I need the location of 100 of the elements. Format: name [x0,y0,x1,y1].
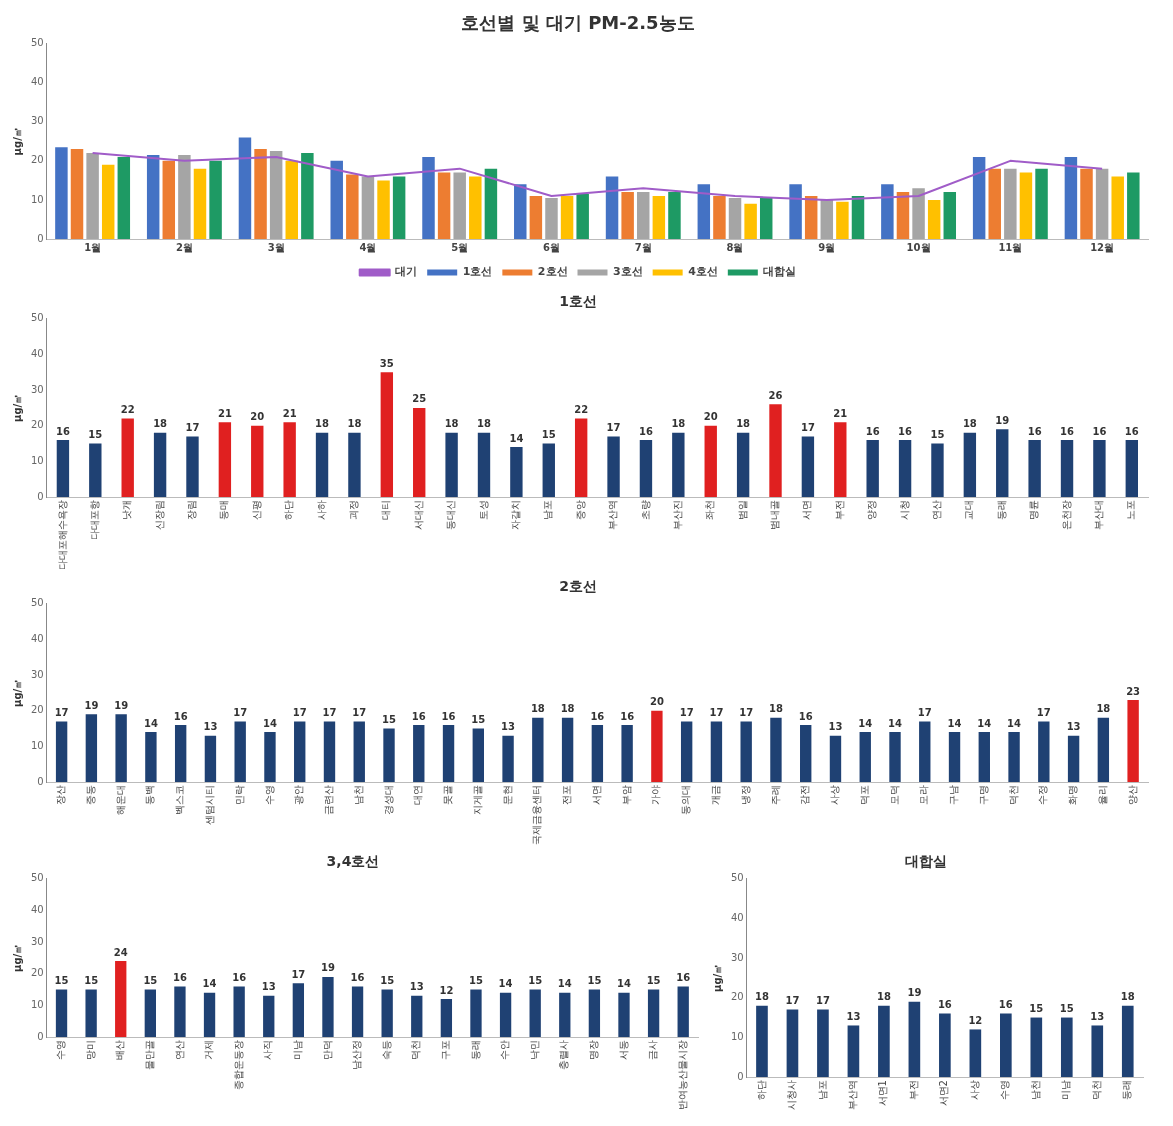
data-label: 15 [471,714,486,726]
bar [786,1009,799,1077]
x-tick-label: 배산 [114,1040,126,1060]
bar [472,728,484,782]
data-label: 19 [995,414,1010,426]
data-label: 25 [412,393,427,405]
y-tick-label: 20 [30,419,44,431]
x-tick-label: 동매 [218,500,230,520]
data-label: 21 [217,407,232,419]
y-tick-label: 20 [30,704,44,716]
data-label: 22 [120,404,135,416]
bar [484,168,498,239]
data-label: 15 [382,714,397,726]
x-tick-label: 낙민 [528,1040,540,1060]
data-label: 17 [606,422,621,434]
bar [529,989,541,1037]
bar [919,721,931,782]
y-tick-label: 40 [30,76,44,88]
data-label: 20 [703,411,718,423]
bar [878,1005,890,1077]
x-tick-label: 덕포 [858,785,870,805]
bar [294,721,306,782]
y-tick-label: 10 [30,193,44,205]
x-tick-label: 서면1 [877,1080,889,1107]
x-tick-label: 경성대 [382,785,394,815]
data-label: 18 [153,418,168,430]
y-tick-label: 20 [730,991,744,1003]
bar [804,196,818,239]
x-tick-label: 충렬사 [558,1040,570,1070]
data-label: 17 [917,707,932,719]
data-label: 21 [282,407,297,419]
data-label: 13 [1066,721,1081,733]
data-label: 14 [202,978,217,990]
x-tick-label: 금사 [647,1040,659,1060]
bar [269,151,283,239]
bar [174,986,186,1037]
x-tick-label: 좌천 [704,500,716,520]
y-tick-label: 0 [37,775,44,787]
bar [477,432,491,497]
data-label: 16 [232,971,247,983]
data-label: 14 [509,432,524,444]
x-tick-label: 사직 [262,1040,274,1060]
data-label: 14 [947,717,962,729]
x-tick-label: 노포 [1125,500,1137,520]
bar [144,989,156,1037]
x-tick-label: 문현 [501,785,513,805]
bar [859,732,871,782]
data-label: 18 [444,418,459,430]
bar [381,989,393,1037]
x-tick-label: 남포 [542,500,554,520]
bar [86,153,99,239]
data-label: 16 [937,999,952,1011]
data-label: 16 [441,710,456,722]
data-label: 17 [352,707,367,719]
x-tick-label: 덕천 [410,1040,422,1060]
bar [1080,168,1093,239]
legend-label: 1호선 [462,265,493,279]
data-label: 16 [638,425,653,437]
x-tick-label: 서면 [801,500,813,520]
bar [605,176,619,239]
bar [697,184,711,239]
bar [383,728,395,782]
data-label: 14 [557,978,572,990]
bar [801,436,815,497]
bar [413,407,426,497]
data-label: 18 [736,418,751,430]
data-label: 16 [898,425,913,437]
data-label: 14 [263,717,277,729]
x-tick-label: 남포 [816,1080,828,1100]
y-axis-title: μg/㎥ [11,943,23,972]
bar [710,721,723,782]
data-label: 13 [261,981,276,993]
bar [1091,1025,1104,1077]
data-label: 13 [409,981,424,993]
x-tick-label: 수정 [1037,785,1049,805]
legend-label: 2호선 [537,265,568,279]
data-label: 14 [858,717,873,729]
bar [145,732,157,782]
data-label: 18 [768,703,783,715]
bar [1019,172,1033,239]
bar [618,992,630,1037]
bar [445,432,458,497]
bar [283,422,296,497]
bar [978,732,990,782]
data-label: 17 [679,707,694,719]
data-label: 15 [646,975,661,987]
x-tick-label: 부암 [620,785,632,805]
data-label: 15 [541,429,556,441]
data-label: 14 [617,978,631,990]
bar [502,735,514,782]
data-label: 20 [250,411,265,423]
data-label: 13 [203,721,218,733]
bar [728,197,742,239]
y-tick-label: 50 [30,312,44,324]
bar [756,1005,768,1077]
data-label: 35 [379,357,394,369]
bar [440,999,453,1037]
bar [353,721,365,782]
legend-label: 3호선 [613,265,643,279]
x-tick-label: 미남 [291,1040,303,1060]
